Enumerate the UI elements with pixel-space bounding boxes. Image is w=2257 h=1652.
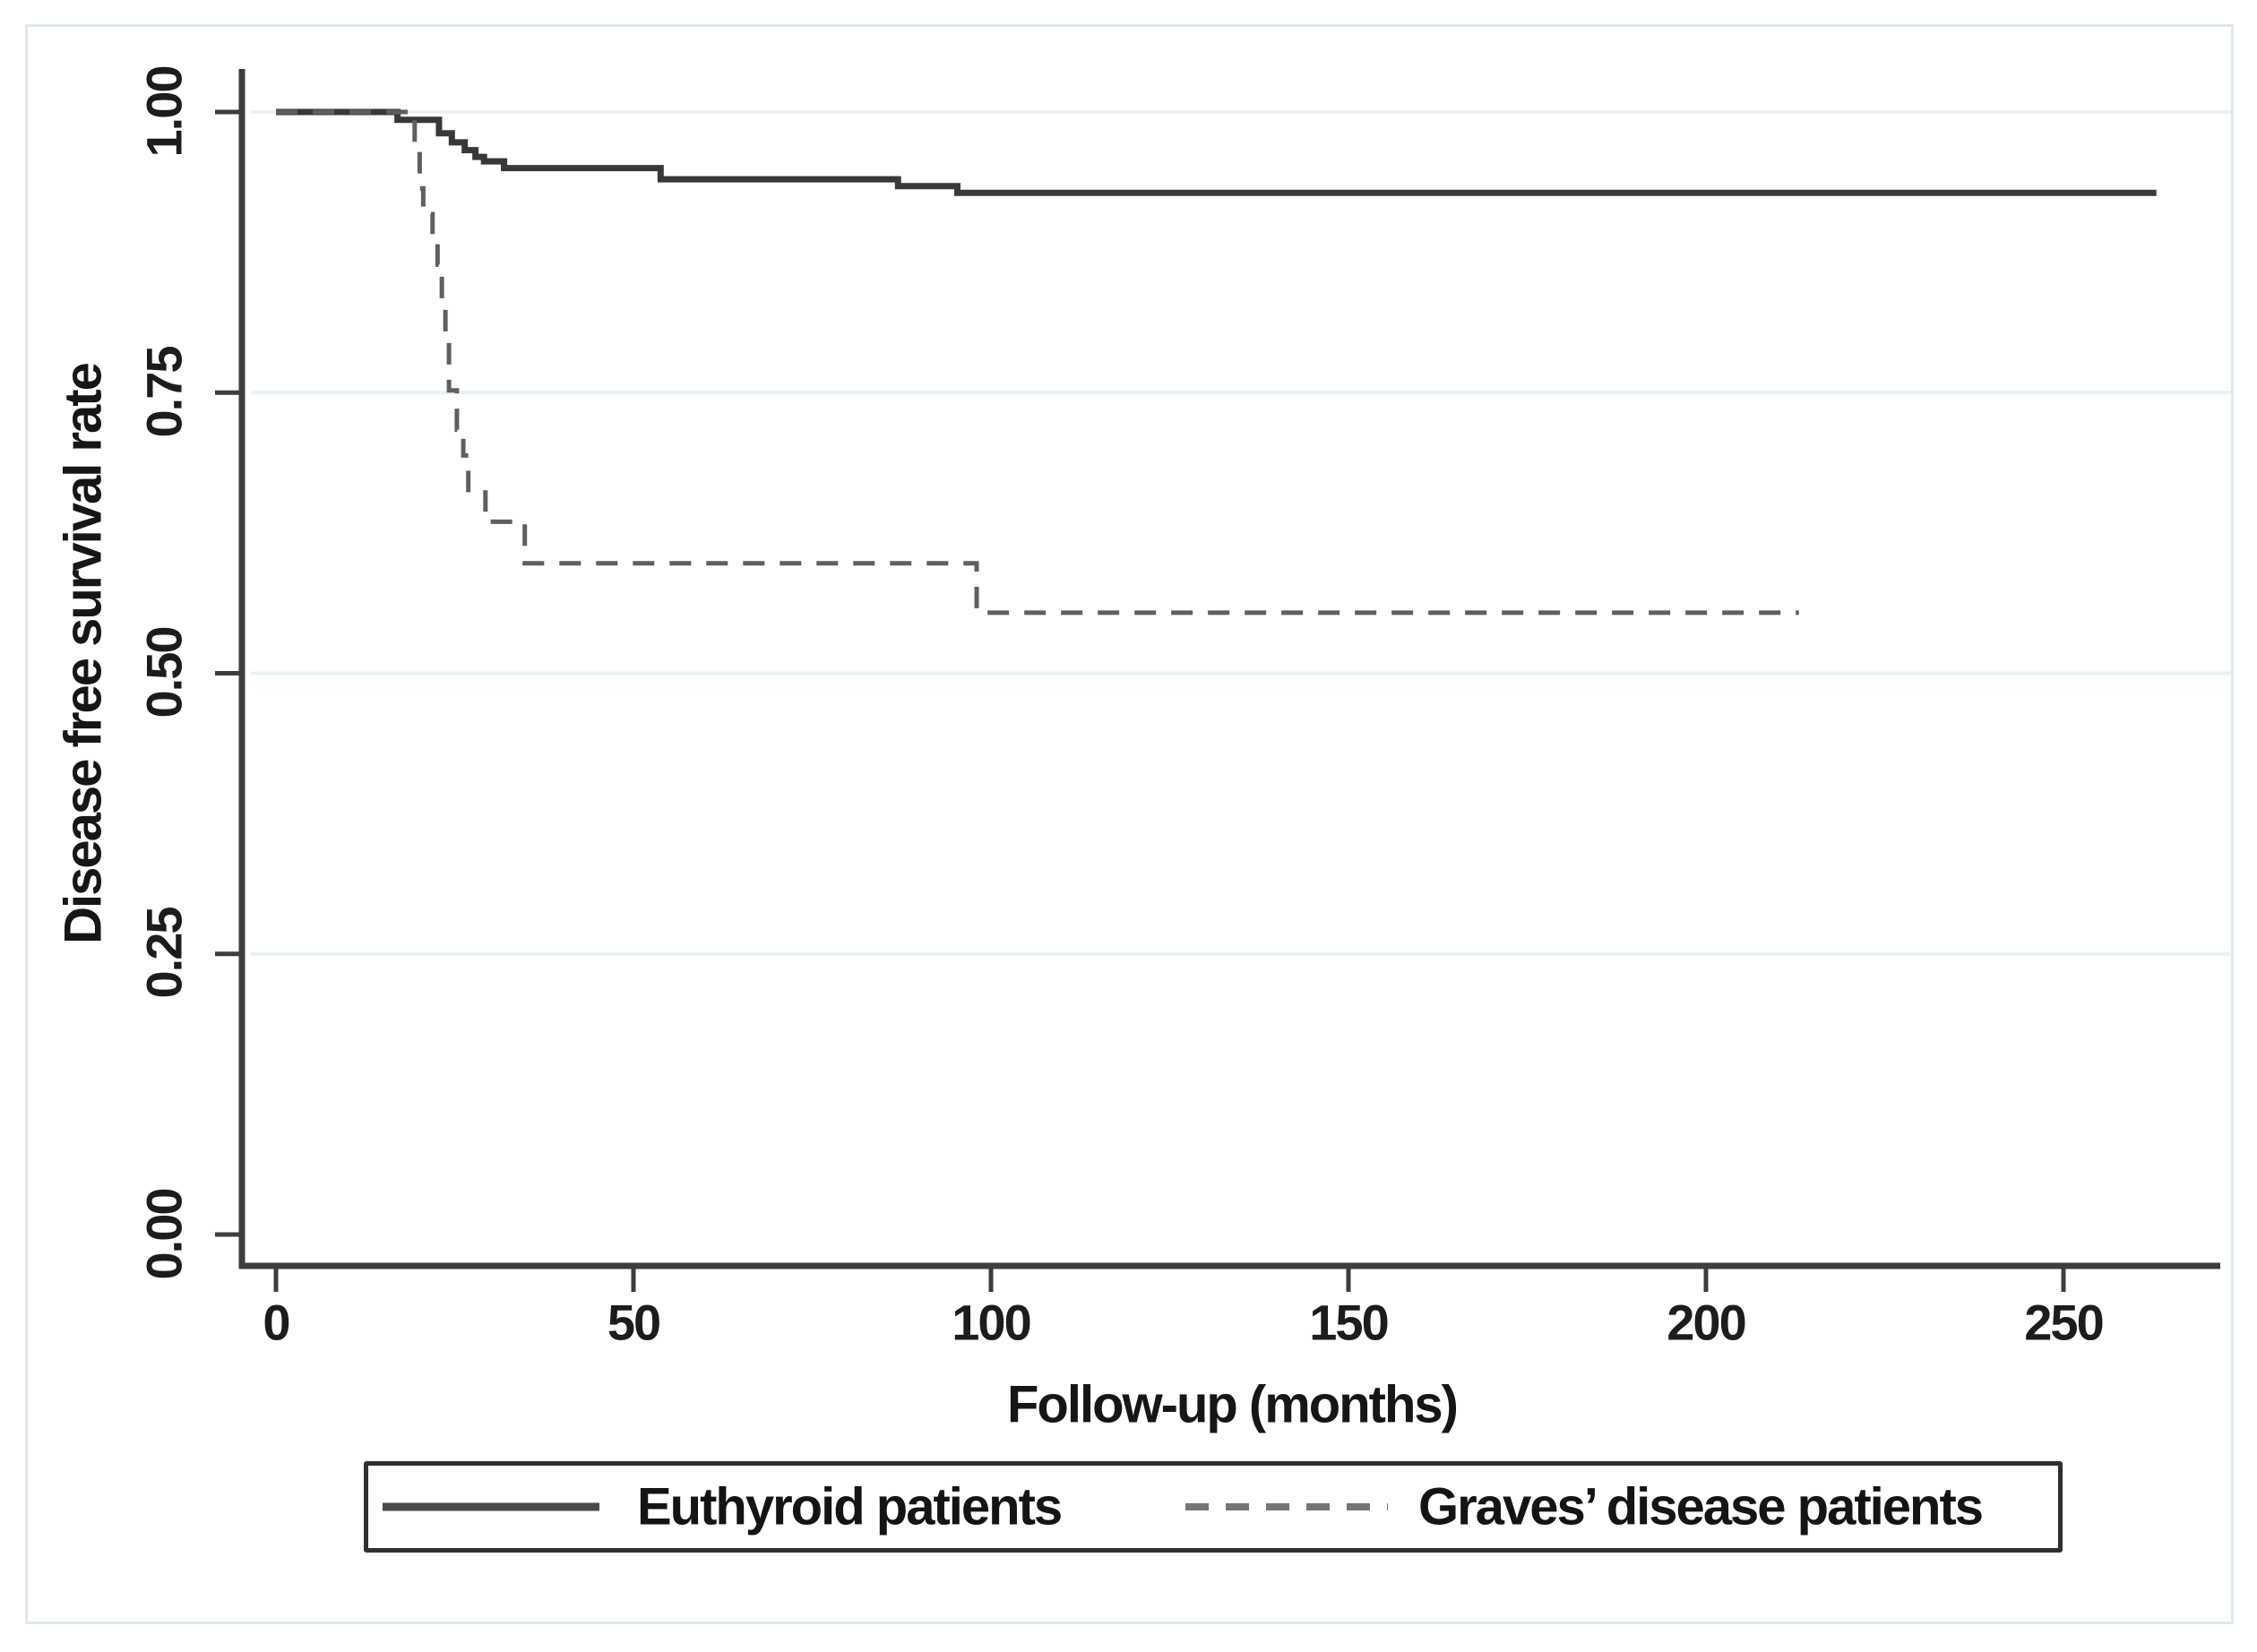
x-tick-label-200: 200 — [1667, 1294, 1746, 1351]
y-tick-label-0.75: 0.75 — [135, 347, 193, 438]
graves-curve — [276, 109, 1799, 615]
euthyroid-curve — [276, 108, 2157, 196]
x-tick-label-100: 100 — [952, 1294, 1031, 1351]
y-axis-title: Disease free survival rate — [54, 364, 113, 944]
legend-label-graves: Graves’ disease patients — [1418, 1477, 1984, 1536]
x-tick-label-150: 150 — [1309, 1294, 1389, 1351]
y-tick-label-0.00: 0.00 — [135, 1189, 193, 1280]
figure-border — [25, 24, 2234, 1624]
legend: Euthyroid patients Graves’ disease patie… — [364, 1461, 2063, 1553]
x-tick-label-0: 0 — [263, 1294, 290, 1351]
x-axis-title: Follow-up (months) — [1007, 1375, 1459, 1434]
y-tick-label-0.50: 0.50 — [135, 627, 193, 718]
x-tick-label-50: 50 — [607, 1294, 661, 1351]
legend-solid-line-swatch — [383, 1502, 599, 1511]
y-tick-label-1.00: 1.00 — [135, 66, 193, 158]
legend-label-euthyroid: Euthyroid patients — [637, 1477, 1063, 1536]
x-tick-label-250: 250 — [2024, 1294, 2104, 1351]
legend-dashed-line-swatch — [1185, 1503, 1388, 1510]
y-tick-label-0.25: 0.25 — [135, 908, 193, 999]
